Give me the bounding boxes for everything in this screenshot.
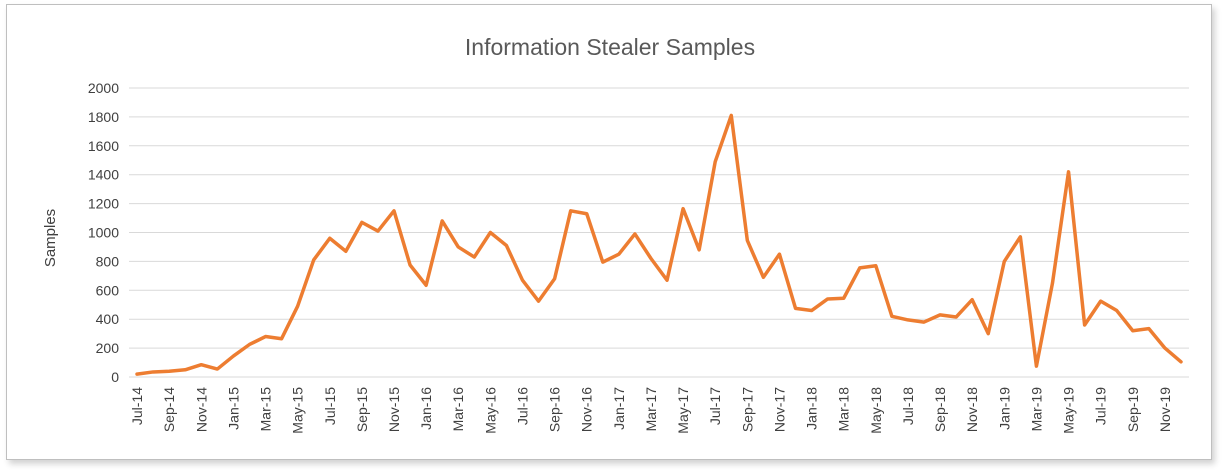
y-tick-label: 1600 — [88, 138, 119, 154]
x-tick-label: Nov-16 — [579, 387, 595, 432]
x-tick-label: Mar-19 — [1028, 387, 1044, 432]
data-points — [137, 115, 1181, 374]
y-axis-label: Samples — [42, 209, 59, 267]
y-tick-label: 600 — [96, 282, 120, 298]
chart-frame: Information Stealer Samples Samples 0 200… — [6, 4, 1212, 460]
y-tick-label: 200 — [96, 340, 120, 356]
x-tick-label: May-19 — [1061, 387, 1077, 434]
x-tick-label: Jan-18 — [804, 387, 820, 430]
x-tick-label: Jul-19 — [1093, 387, 1109, 425]
x-tick-label: Nov-14 — [193, 387, 209, 432]
x-tick-label: Jul-15 — [322, 387, 338, 425]
x-tick-label: Nov-17 — [771, 387, 787, 432]
y-tick-label: 800 — [96, 253, 120, 269]
y-tick-label: 1400 — [88, 167, 119, 183]
x-tick-label: Jan-16 — [418, 387, 434, 430]
line-chart: Information Stealer Samples Samples 0 200… — [42, 34, 1189, 434]
x-tick-label: Mar-15 — [258, 387, 274, 432]
x-axis-ticks: Jul-14 Sep-14 Nov-14 Jan-15 Mar-15 May-15 Jul-… — [129, 387, 1173, 434]
x-tick-label: May-15 — [290, 387, 306, 434]
x-tick-label: Sep-14 — [161, 387, 177, 432]
x-tick-label: Sep-15 — [354, 387, 370, 432]
x-tick-label: Jul-14 — [129, 387, 145, 425]
x-tick-label: Jul-16 — [514, 387, 530, 425]
y-tick-label: 1200 — [88, 196, 119, 212]
x-tick-label: Sep-17 — [739, 387, 755, 432]
series-line-0 — [135, 113, 1183, 376]
y-tick-label: 1800 — [88, 109, 119, 125]
x-tick-label: May-18 — [868, 387, 884, 434]
x-tick-label: Sep-19 — [1125, 387, 1141, 432]
y-tick-label: 0 — [111, 369, 119, 385]
chart-title: Information Stealer Samples — [465, 34, 755, 60]
x-tick-label: Nov-19 — [1157, 387, 1173, 432]
x-tick-label: Mar-16 — [450, 387, 466, 432]
x-tick-label: May-17 — [675, 387, 691, 434]
x-tick-label: Mar-17 — [643, 387, 659, 432]
x-tick-label: Jan-19 — [996, 387, 1012, 430]
x-tick-label: Jan-15 — [225, 387, 241, 430]
x-tick-label: Nov-15 — [386, 387, 402, 432]
x-tick-label: Jul-17 — [707, 387, 723, 425]
x-tick-label: Mar-18 — [836, 387, 852, 432]
x-tick-label: Sep-16 — [547, 387, 563, 432]
y-tick-label: 1000 — [88, 225, 119, 241]
y-tick-label: 2000 — [88, 80, 119, 96]
gridlines — [129, 87, 1189, 378]
x-tick-label: Jan-17 — [611, 387, 627, 430]
y-tick-label: 400 — [96, 311, 120, 327]
x-tick-label: May-16 — [482, 387, 498, 434]
y-axis-ticks: 0 200 400 600 800 1000 1200 1400 1600 1800 2000 — [88, 80, 119, 385]
x-tick-label: Nov-18 — [964, 387, 980, 432]
series-layer — [135, 113, 1183, 376]
x-tick-label: Sep-18 — [932, 387, 948, 432]
x-tick-label: Jul-18 — [900, 387, 916, 425]
